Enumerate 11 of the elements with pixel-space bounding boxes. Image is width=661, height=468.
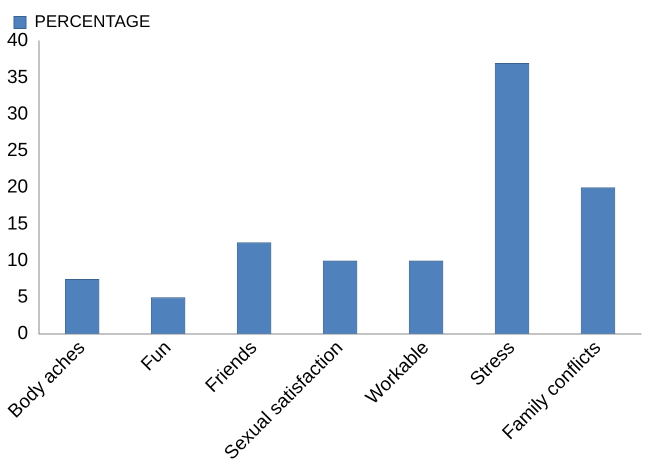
y-tick-label: 10 (6, 250, 28, 271)
y-tick-label: 30 (6, 103, 28, 124)
y-tick-label: 40 (6, 30, 28, 52)
y-tick-label: 25 (6, 140, 28, 162)
y-tick-label: 5 (18, 286, 28, 308)
legend-label: PERCENTAGE (34, 12, 150, 32)
y-tick-label: 20 (6, 176, 28, 198)
x-tick-label: Fun (137, 337, 176, 376)
y-tick-label: 0 (18, 323, 28, 344)
y-tick-label: 15 (6, 213, 28, 234)
y-tick-label: 35 (6, 66, 28, 88)
